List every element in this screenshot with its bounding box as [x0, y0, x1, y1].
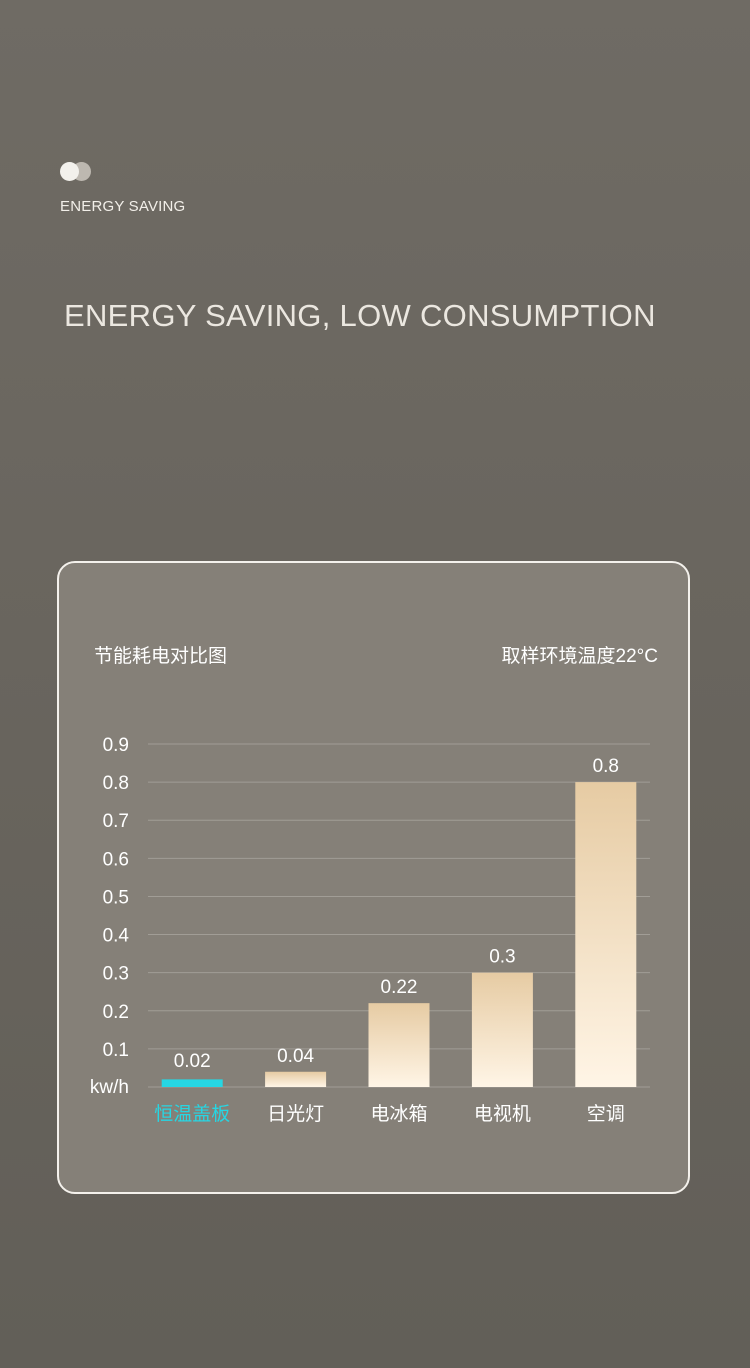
y-tick-label: 0.4	[103, 926, 130, 947]
bar-0	[161, 1079, 223, 1087]
category-label: 电视机	[474, 1103, 531, 1125]
bar-value-label: 0.22	[381, 977, 418, 998]
y-tick-label: 0.5	[103, 887, 129, 908]
category-label: 电冰箱	[370, 1103, 427, 1125]
category-labels: 恒温盖板 日光灯 电冰箱 电视机 空调	[154, 1103, 625, 1125]
y-tick-label: 0.9	[103, 735, 129, 756]
bar-3	[471, 972, 533, 1087]
category-label: 空调	[587, 1103, 625, 1125]
bar-4	[575, 782, 637, 1087]
bars	[161, 782, 637, 1087]
bar-value-label: 0.02	[174, 1051, 211, 1072]
section-kicker: ENERGY SAVING	[60, 198, 186, 215]
page-headline: ENERGY SAVING, LOW CONSUMPTION	[64, 298, 656, 333]
y-tick-label: 0.6	[103, 849, 129, 870]
category-label: 恒温盖板	[154, 1103, 230, 1125]
y-axis-unit-label: kw/h	[90, 1077, 129, 1098]
value-labels: 0.02 0.04 0.22 0.3 0.8	[174, 756, 619, 1072]
bar-1	[265, 1071, 327, 1087]
bar-value-label: 0.8	[593, 756, 619, 777]
chart-subtitle: 取样环境温度22°C	[501, 646, 658, 667]
chart-title: 节能耗电对比图	[94, 646, 228, 667]
bar-value-label: 0.3	[489, 947, 515, 968]
bar-2	[368, 1003, 430, 1087]
y-tick-label: 0.3	[103, 964, 129, 985]
y-tick-label: 0.1	[103, 1040, 129, 1061]
y-tick-label: 0.7	[103, 811, 129, 832]
slide-indicator	[60, 162, 100, 182]
bar-value-label: 0.04	[277, 1046, 314, 1067]
dot-active-icon	[60, 162, 79, 181]
y-tick-label: 0.2	[103, 1002, 129, 1023]
y-tick-label: 0.8	[103, 773, 129, 794]
category-label: 日光灯	[267, 1103, 324, 1125]
y-axis-ticks: 0.9 0.8 0.7 0.6 0.5 0.4 0.3 0.2 0.1 kw/h	[90, 735, 130, 1098]
